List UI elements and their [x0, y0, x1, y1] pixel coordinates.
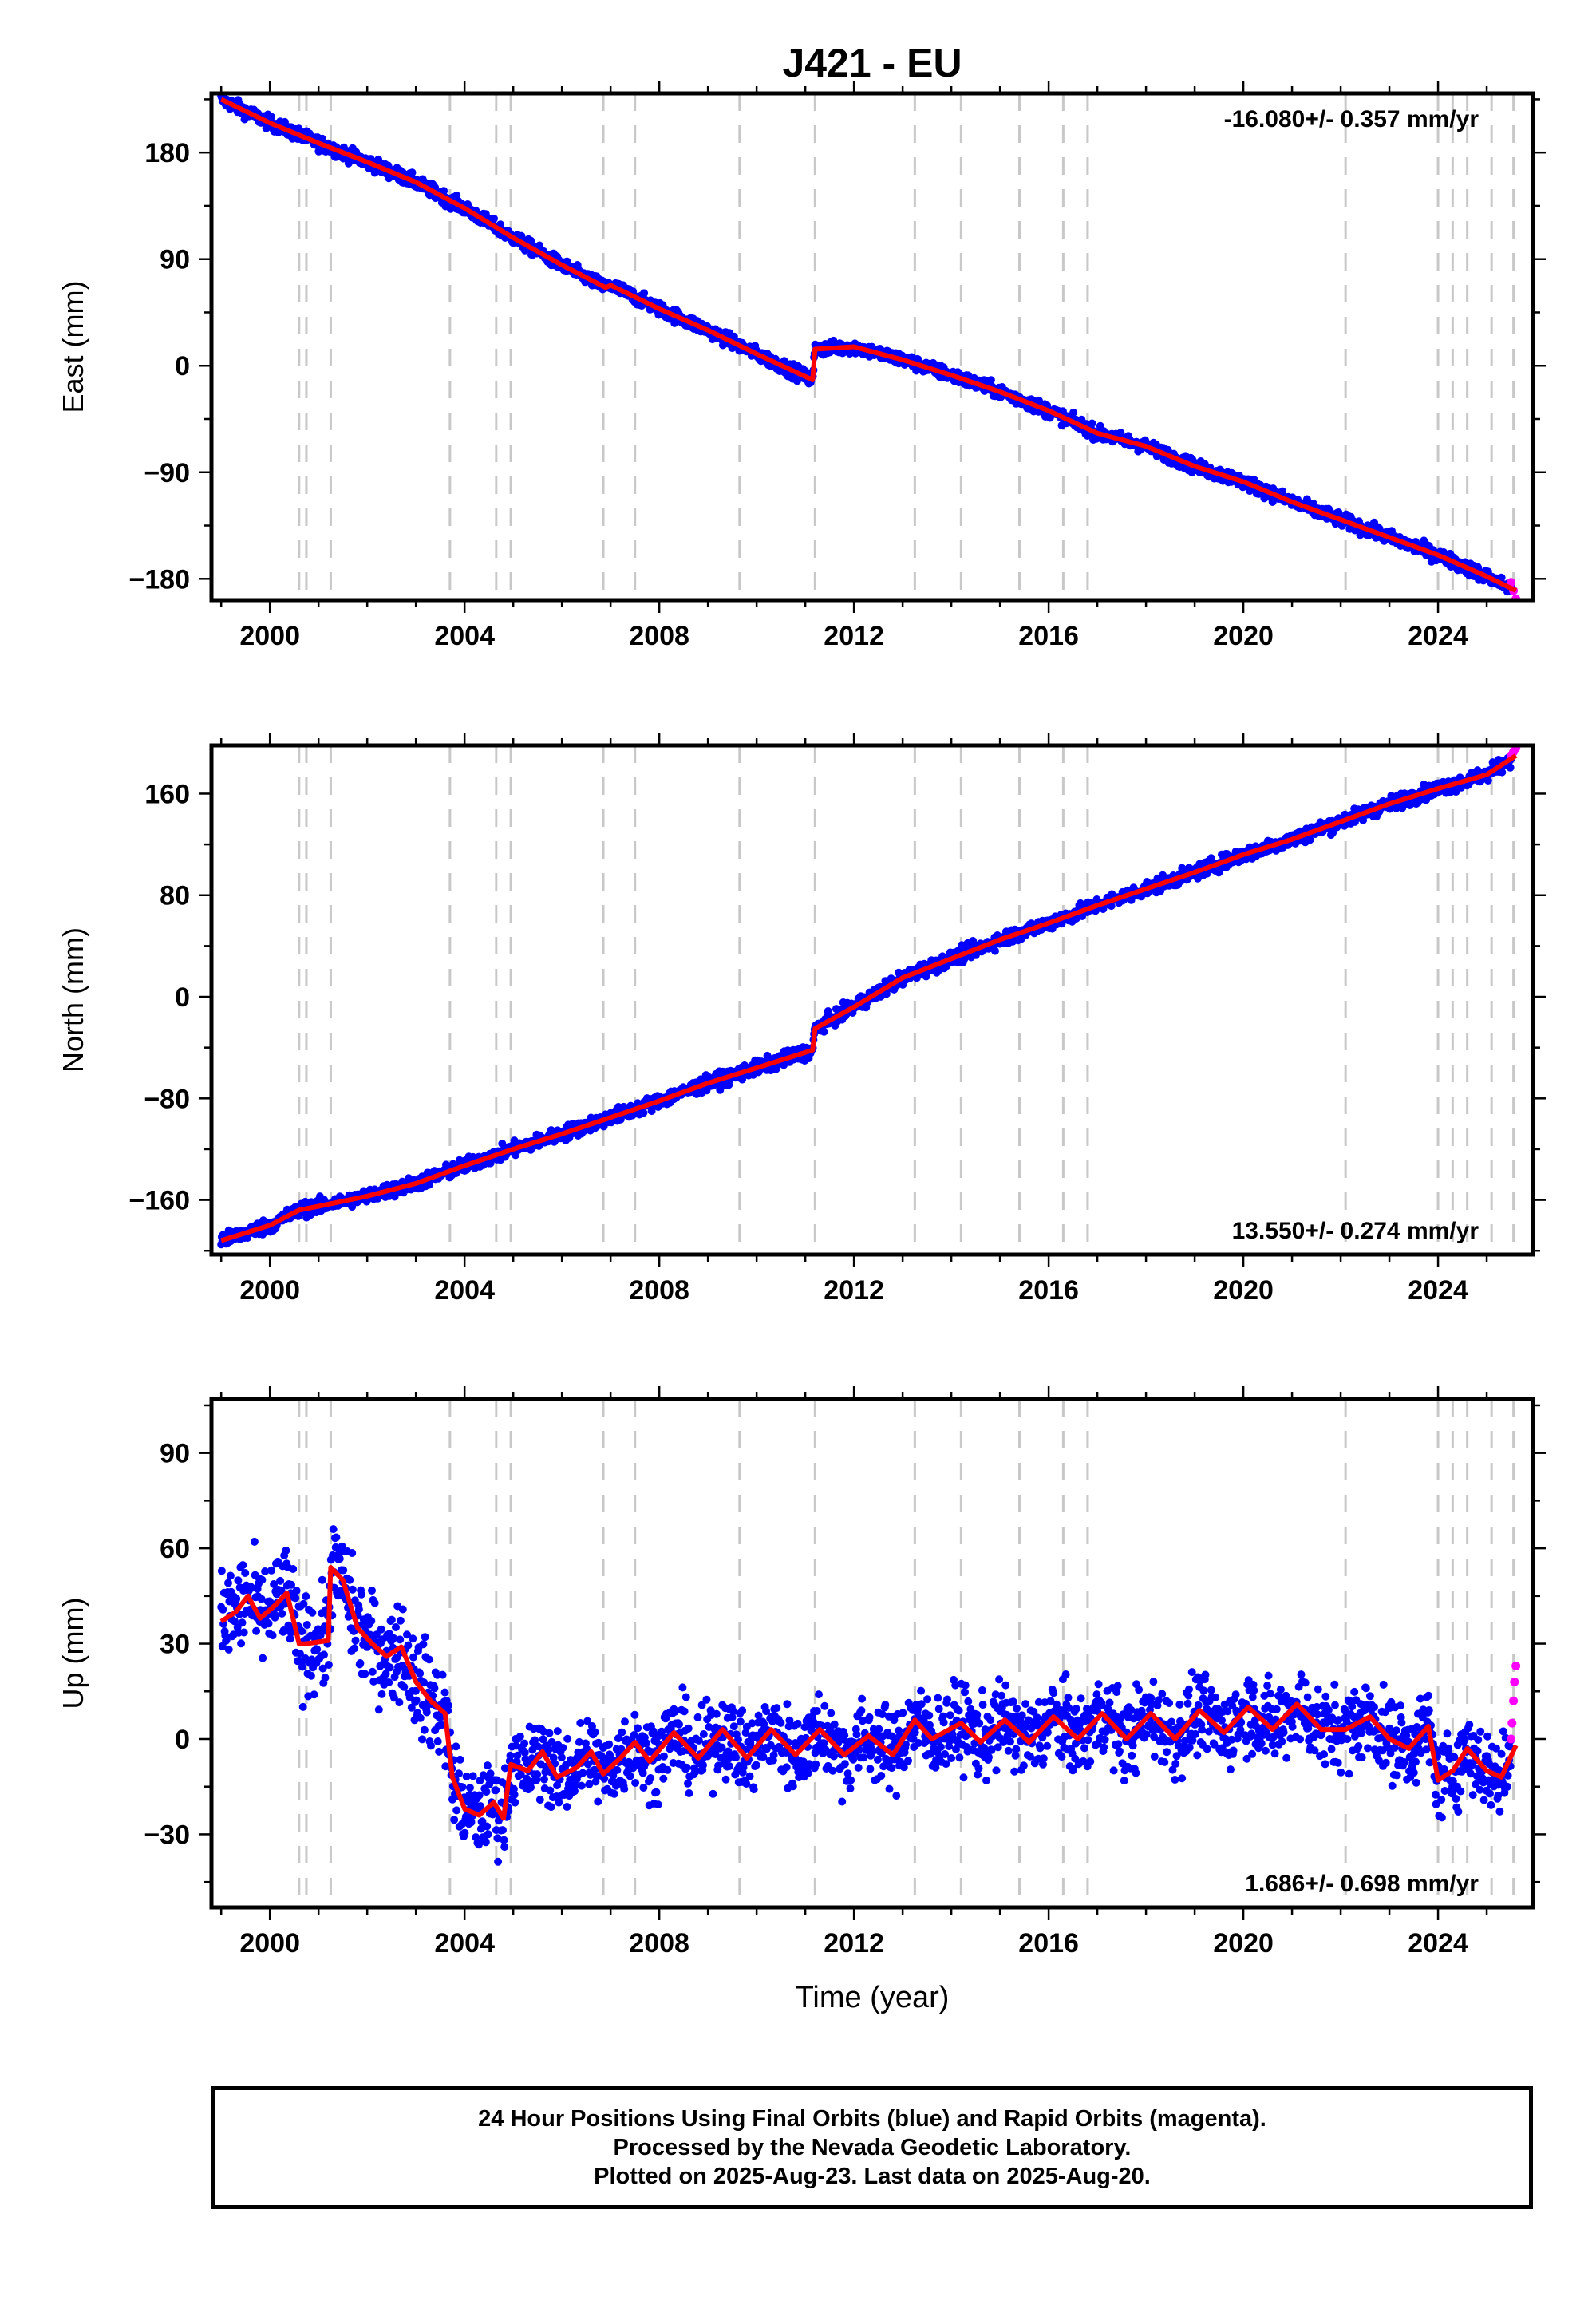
caption-line-2: Processed by the Nevada Geodetic Laborat… [613, 2135, 1132, 2160]
east-y-tick-label: 180 [144, 138, 190, 168]
up-rapid-point [1507, 1718, 1517, 1728]
east-x-tick-label: 2008 [629, 621, 689, 651]
up-y-tick-label: −30 [144, 1820, 190, 1850]
up-x-tick-label: 2020 [1213, 1928, 1274, 1958]
caption-line-3: Plotted on 2025-Aug-23. Last data on 202… [594, 2164, 1151, 2189]
north-x-tick-label: 2004 [434, 1275, 495, 1306]
up-y-tick-label: 60 [160, 1534, 190, 1564]
east-x-tick-label: 2012 [824, 621, 884, 651]
north-x-tick-label: 2024 [1408, 1275, 1468, 1306]
east-rate-label: -16.080+/- 0.357 mm/yr [1224, 106, 1479, 132]
north-y-axis-label: North (mm) [57, 927, 89, 1073]
east-x-tick-label: 2024 [1408, 621, 1468, 651]
up-x-tick-label: 2008 [629, 1928, 689, 1958]
east-data [217, 93, 1521, 600]
north-x-tick-label: 2000 [239, 1275, 300, 1306]
up-y-axis-label: Up (mm) [57, 1598, 89, 1709]
north-y-tick-label: 0 [175, 982, 190, 1013]
east-x-tick-label: 2004 [434, 621, 495, 651]
east-y-tick-label: −180 [128, 564, 190, 595]
up-model-line [219, 1565, 1519, 1821]
x-axis-label: Time (year) [796, 1981, 950, 2014]
chart-title: J421 - EU [782, 41, 962, 85]
east-x-tick-label: 2020 [1213, 621, 1274, 651]
up-x-tick-label: 2024 [1408, 1928, 1468, 1958]
north-y-tick-label: 160 [144, 779, 190, 809]
up-frame [209, 1397, 1535, 1910]
up-data [217, 1525, 1521, 1866]
east-y-axis-label: East (mm) [57, 281, 89, 413]
up-rapid-point [1507, 1734, 1516, 1744]
north-x-tick-label: 2012 [824, 1275, 884, 1306]
up-x-tick-label: 2004 [434, 1928, 495, 1958]
east-final-points [217, 93, 1515, 596]
east-panel: 2000 2004 2008 2012 2016 2020 2024 −180 −90 0 90 18… [57, 81, 1546, 651]
up-panel: 2000 2004 2008 2012 2016 2020 2024 −30 0 30 60 90 Up… [57, 1386, 1546, 1958]
north-model-line [220, 753, 1518, 1243]
north-data [217, 745, 1521, 1249]
up-rate-label: 1.686+/- 0.698 mm/yr [1245, 1871, 1479, 1897]
up-y-tick-label: 30 [160, 1630, 190, 1660]
caption-box: 24 Hour Positions Using Final Orbits (bl… [211, 2086, 1533, 2209]
up-rapid-point [1510, 1677, 1519, 1686]
up-rapid-point [1509, 1696, 1519, 1705]
north-frame [209, 743, 1535, 1257]
up-rapid-point [1511, 1661, 1521, 1670]
east-y-tick-label: 0 [175, 351, 190, 381]
up-y-tick-label: 0 [175, 1725, 190, 1755]
north-rate-label: 13.550+/- 0.274 mm/yr [1232, 1218, 1479, 1244]
north-x-tick-label: 2020 [1213, 1275, 1274, 1306]
north-y-tick-label: −80 [144, 1084, 190, 1114]
north-x-tick-label: 2016 [1018, 1275, 1079, 1306]
up-y-tick-label: 90 [160, 1439, 190, 1469]
up-final-points [217, 1525, 1515, 1866]
north-y-tick-label: −160 [128, 1186, 190, 1216]
up-x-tick-label: 2012 [824, 1928, 884, 1958]
east-frame [209, 91, 1535, 603]
up-x-tick-label: 2016 [1018, 1928, 1079, 1958]
east-y-tick-label: −90 [144, 458, 190, 488]
east-x-tick-label: 2016 [1018, 621, 1079, 651]
east-x-tick-label: 2000 [239, 621, 300, 651]
up-x-tick-label: 2000 [239, 1928, 300, 1958]
north-panel: 2000 2004 2008 2012 2016 2020 2024 −160 −80 0 80 16… [57, 733, 1546, 1306]
east-model-line [219, 97, 1518, 593]
east-y-tick-label: 90 [160, 245, 190, 275]
north-x-tick-label: 2008 [629, 1275, 689, 1306]
caption-line-1: 24 Hour Positions Using Final Orbits (bl… [478, 2106, 1266, 2132]
north-y-tick-label: 80 [160, 881, 190, 911]
